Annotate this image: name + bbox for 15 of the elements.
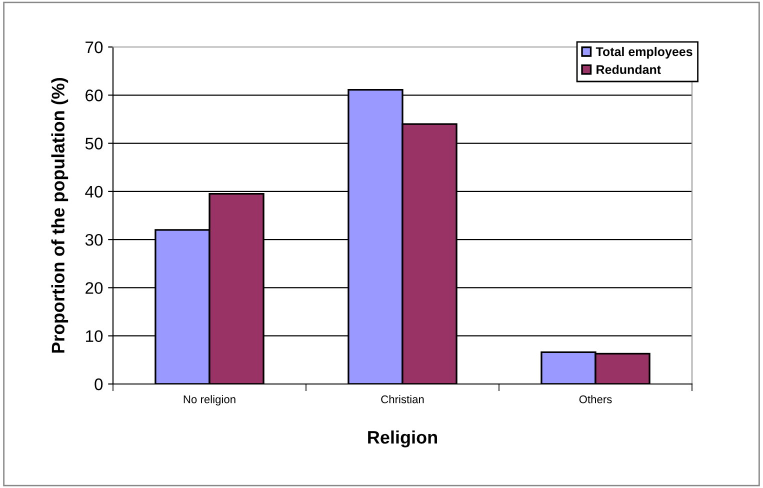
- y-tick-label: 20: [86, 282, 103, 294]
- y-tick-label: 10: [86, 330, 103, 342]
- x-tick-label: Others: [579, 395, 612, 404]
- y-tick-label: 60: [86, 90, 103, 102]
- y-tick-label: 30: [85, 234, 103, 246]
- x-tick-label: Christian: [381, 395, 424, 404]
- y-tick-label: 50: [85, 138, 103, 150]
- x-tick-label: No religion: [184, 395, 236, 406]
- y-axis-title: Proportion of the population (%): [51, 78, 68, 353]
- legend-label: Total employees: [596, 46, 692, 59]
- y-tick-label: 40: [85, 186, 103, 198]
- x-axis-title: Religion: [368, 430, 437, 448]
- y-tick-label: 0: [94, 378, 103, 390]
- legend-label: Redundant: [596, 64, 661, 74]
- y-tick-label: 70: [86, 41, 103, 54]
